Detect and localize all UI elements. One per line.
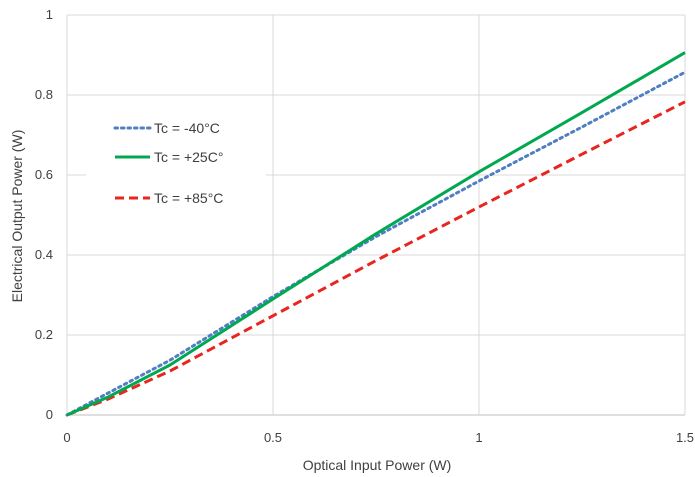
series-line-0 (65, 70, 687, 417)
series-lines (65, 51, 687, 417)
series-line-2 (66, 100, 686, 417)
legend-box (86, 107, 266, 219)
x-axis-title: Optical Input Power (W) (303, 457, 452, 473)
series-line-1 (66, 51, 686, 417)
x-tick-label: 1.5 (676, 430, 694, 445)
y-tick-label: 1 (46, 7, 53, 22)
y-tick-label: 0.2 (35, 327, 53, 342)
x-tick-label: 0.5 (264, 430, 282, 445)
tick-labels: 0 0.2 0.4 0.6 0.8 1 0 0.5 1 1.5 (35, 7, 694, 445)
y-tick-label: 0 (46, 407, 53, 422)
y-axis-title: Electrical Output Power (W) (9, 130, 25, 303)
legend: Tc = -40°C Tc = +25C° Tc = +85°C (113, 120, 223, 206)
y-tick-label: 0.6 (35, 167, 53, 182)
legend-label-2: Tc = +85°C (154, 190, 223, 206)
legend-label-0: Tc = -40°C (154, 120, 220, 136)
x-tick-label: 0 (63, 430, 70, 445)
legend-label-1: Tc = +25C° (154, 149, 223, 165)
y-tick-label: 0.8 (35, 87, 53, 102)
y-tick-label: 0.4 (35, 247, 53, 262)
x-tick-label: 1 (475, 430, 482, 445)
